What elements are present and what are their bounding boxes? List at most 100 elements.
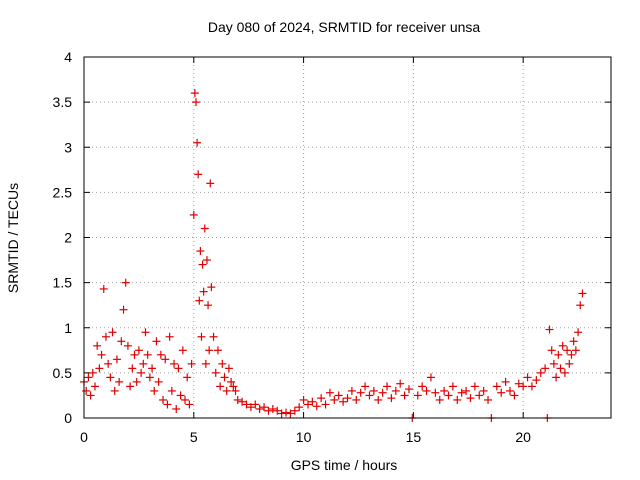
data-point [152,337,161,346]
data-point [90,382,99,391]
data-point [466,394,475,403]
data-point [523,373,532,382]
data-point [163,400,172,409]
data-point [201,359,210,368]
y-tick-label: 2.5 [53,184,73,200]
data-point [453,395,462,404]
y-axis-label: SRMTID / TECUs [5,183,21,293]
data-point [290,406,299,415]
data-point [181,395,190,404]
data-point [204,301,213,310]
data-point [150,386,159,395]
y-tick-label: 3.5 [53,94,73,110]
data-point [95,364,104,373]
data-point [101,332,110,341]
data-point [115,377,124,386]
grid-layer [84,57,611,418]
chart-title: Day 080 of 2024, SRMTID for receiver uns… [208,19,481,35]
y-tick-label: 2 [64,230,72,246]
data-point [440,386,449,395]
data-point [121,278,130,287]
data-point [189,210,198,219]
data-point [365,391,374,400]
data-point [84,373,93,382]
data-point [404,385,413,394]
data-point [187,359,196,368]
data-point [317,394,326,403]
data-point [527,382,536,391]
data-point [88,368,97,377]
data-point [510,391,519,400]
data-point [178,346,187,355]
data-point [216,382,225,391]
y-tick-label: 1 [64,320,72,336]
data-point [470,382,479,391]
data-point [196,247,205,256]
data-point [130,350,139,359]
data-point [106,373,115,382]
data-point [536,368,545,377]
data-point [418,382,427,391]
data-point [378,388,387,397]
data-point [143,350,152,359]
data-point [176,391,185,400]
data-point [227,377,236,386]
data-point [202,256,211,265]
data-point [308,397,317,406]
data-point [565,359,574,368]
data-point [576,301,585,310]
data-point [139,359,148,368]
data-point [159,395,168,404]
data-point [295,403,304,412]
data-point [571,346,580,355]
data-point [334,391,343,400]
data-point [343,394,352,403]
data-point [141,328,150,337]
data-point [413,391,422,400]
data-point [330,395,339,404]
y-tick-label: 4 [64,49,72,65]
data-point [132,377,141,386]
data-point [213,346,222,355]
data-point [339,397,348,406]
data-point [352,395,361,404]
data-point [347,386,356,395]
data-point [391,386,400,395]
data-point [532,376,541,385]
data-point [190,89,199,98]
data-point [321,400,330,409]
data-point [578,289,587,298]
data-point [497,388,506,397]
data-point [193,138,202,147]
data-point [211,368,220,377]
data-point [422,386,431,395]
data-point [492,382,501,391]
data-point [200,224,209,233]
data-point [161,355,170,364]
data-point [199,287,208,296]
x-tick-label: 0 [80,429,88,445]
data-point [229,382,238,391]
data-point [484,395,493,404]
data-point [519,382,528,391]
y-tick-label: 0.5 [53,365,73,381]
data-point [312,402,321,411]
data-point [273,406,282,415]
data-point [264,406,273,415]
y-tick-label: 1.5 [53,275,73,291]
data-point [549,359,558,368]
data-point [97,350,106,359]
data-point [154,377,163,386]
data-point [137,368,146,377]
data-point [222,386,231,395]
data-point [172,404,181,413]
data-point [299,395,308,404]
data-point [117,337,126,346]
data-point [387,394,396,403]
data-point [325,388,334,397]
data-point [369,386,378,395]
data-point [545,325,554,334]
data-point [563,346,572,355]
